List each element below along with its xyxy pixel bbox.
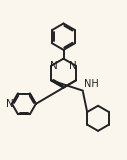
- Text: N: N: [69, 61, 77, 71]
- Text: N: N: [6, 99, 13, 109]
- Text: NH: NH: [84, 79, 98, 89]
- Text: N: N: [50, 61, 58, 71]
